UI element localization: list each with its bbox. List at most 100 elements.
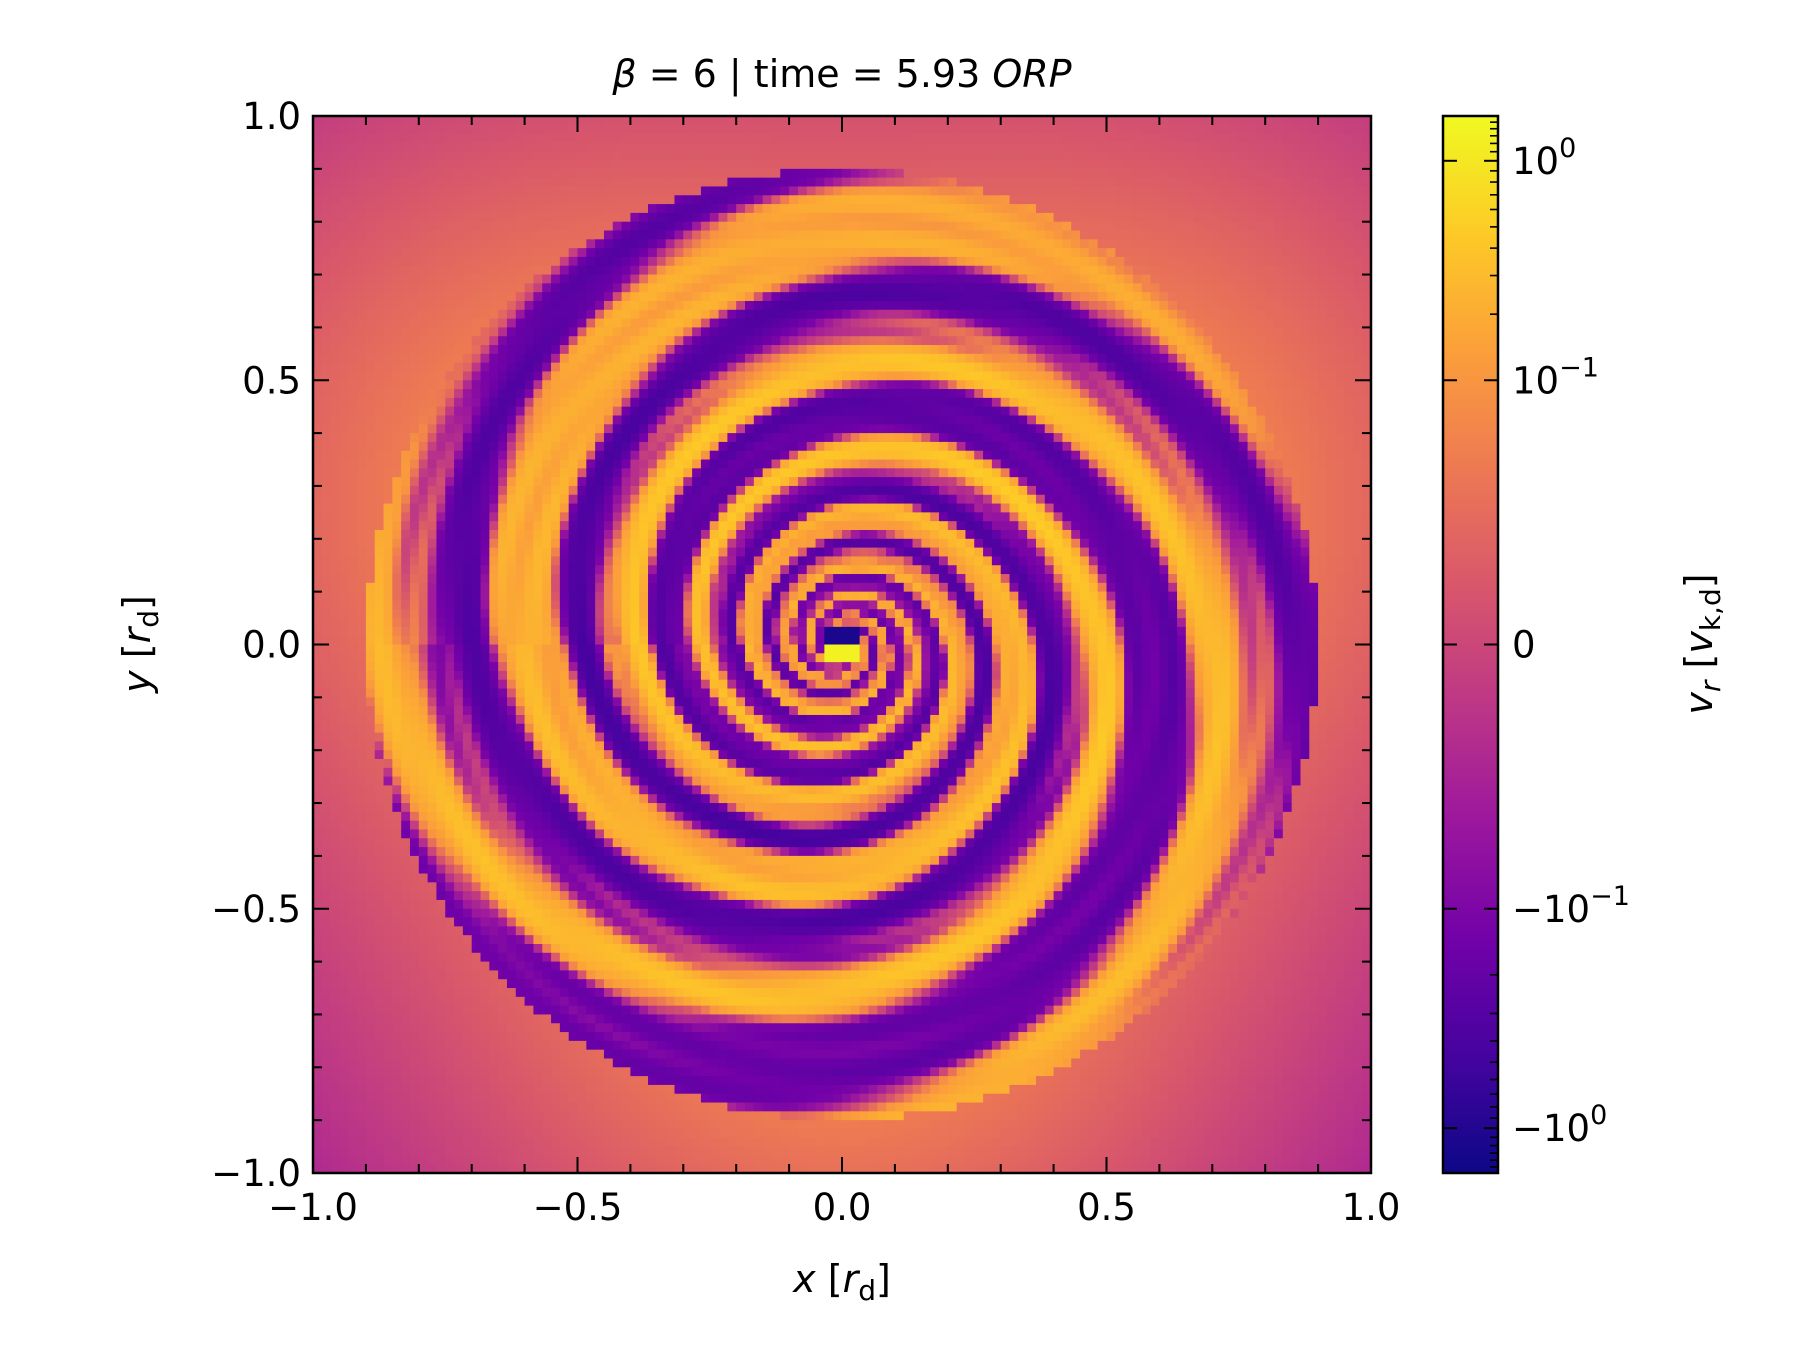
heatmap-cell <box>974 424 984 434</box>
heatmap-cell <box>930 477 940 487</box>
heatmap-cell <box>762 265 773 276</box>
heatmap-cell <box>912 212 922 223</box>
heatmap-cell <box>427 168 438 179</box>
heatmap-cell <box>956 204 967 214</box>
heatmap-cell <box>568 406 579 417</box>
heatmap-cell <box>1080 283 1090 293</box>
heatmap-cell <box>1229 177 1240 188</box>
heatmap-cell <box>313 239 323 249</box>
heatmap-cell <box>1238 274 1249 284</box>
heatmap-cell <box>797 160 808 170</box>
heatmap-cell <box>392 371 402 381</box>
heatmap-cell <box>1256 124 1266 135</box>
heatmap-cell <box>1115 380 1125 390</box>
heatmap-cell <box>1115 327 1125 337</box>
heatmap-cell <box>418 362 429 373</box>
heatmap-cell <box>789 212 799 223</box>
heatmap-cell <box>903 353 914 364</box>
heatmap-cell <box>806 292 817 302</box>
heatmap-cell <box>1132 195 1143 205</box>
heatmap-cell <box>789 441 799 452</box>
heatmap-cell <box>789 195 799 205</box>
heatmap-cell <box>1353 133 1363 144</box>
heatmap-cell <box>974 318 984 328</box>
heatmap-cell <box>1309 265 1319 276</box>
heatmap-cell <box>736 124 746 135</box>
heatmap-cell <box>462 371 473 381</box>
heatmap-cell <box>947 221 958 232</box>
heatmap-cell <box>621 195 631 205</box>
heatmap-cell <box>1344 133 1354 144</box>
heatmap-cell <box>515 212 526 223</box>
heatmap-cell <box>1097 397 1108 408</box>
heatmap-cell <box>833 133 843 144</box>
heatmap-cell <box>524 424 535 434</box>
heatmap-cell <box>727 248 737 258</box>
heatmap-cell <box>392 212 402 223</box>
heatmap-cell <box>551 353 561 364</box>
heatmap-cell <box>947 283 958 293</box>
heatmap-cell <box>568 239 579 249</box>
heatmap-cell <box>886 124 896 135</box>
heatmap-cell <box>506 151 517 161</box>
heatmap-cell <box>1335 230 1346 240</box>
heatmap-cell <box>612 362 623 373</box>
heatmap-cell <box>833 142 843 152</box>
heatmap-cell <box>947 230 958 240</box>
heatmap-cell <box>1035 186 1046 196</box>
heatmap-cell <box>1088 212 1099 223</box>
heatmap-cell <box>1247 406 1257 417</box>
heatmap-cell <box>868 353 878 364</box>
heatmap-cell <box>903 248 914 258</box>
heatmap-cell <box>1044 459 1055 469</box>
heatmap-cell <box>630 389 640 399</box>
heatmap-cell <box>1000 142 1011 152</box>
heatmap-cell <box>1159 406 1169 417</box>
heatmap-cell <box>1282 336 1293 346</box>
heatmap-cell <box>595 124 605 135</box>
heatmap-cell <box>1018 433 1028 443</box>
heatmap-cell <box>894 371 905 381</box>
heatmap-cell <box>401 345 411 355</box>
heatmap-cell <box>648 371 658 381</box>
heatmap-cell <box>1027 415 1037 425</box>
heatmap-cell <box>947 362 958 373</box>
heatmap-cell <box>771 274 781 284</box>
heatmap-cell <box>1212 133 1222 144</box>
heatmap-cell <box>947 248 958 258</box>
heatmap-cell <box>630 186 640 196</box>
heatmap-cell <box>1229 221 1240 232</box>
heatmap-cell <box>568 441 579 452</box>
heatmap-cell <box>1071 327 1081 337</box>
heatmap-cell <box>1229 230 1240 240</box>
heatmap-cell <box>630 300 640 311</box>
heatmap-cell <box>1326 239 1337 249</box>
heatmap-cell <box>603 116 614 126</box>
heatmap-cell <box>603 415 614 425</box>
heatmap-cell <box>789 142 799 152</box>
heatmap-cell <box>1335 274 1346 284</box>
heatmap-cell <box>1247 450 1257 461</box>
heatmap-cell <box>1106 230 1116 240</box>
heatmap-cell <box>947 256 958 267</box>
heatmap-cell <box>1044 406 1055 417</box>
heatmap-cell <box>612 309 623 320</box>
heatmap-cell <box>498 283 508 293</box>
heatmap-cell <box>409 186 420 196</box>
heatmap-cell <box>1168 230 1178 240</box>
heatmap-cell <box>603 441 614 452</box>
heatmap-cell <box>1097 353 1108 364</box>
heatmap-cell <box>489 204 499 214</box>
heatmap-cell <box>815 459 825 469</box>
heatmap-cell <box>1132 292 1143 302</box>
heatmap-cell <box>780 327 790 337</box>
heatmap-cell <box>1080 362 1090 373</box>
heatmap-cell <box>683 415 693 425</box>
heatmap-cell <box>1194 265 1205 276</box>
heatmap-cell <box>471 204 482 214</box>
heatmap-cell <box>806 406 817 417</box>
heatmap-cell <box>1009 353 1019 364</box>
heatmap-cell <box>454 168 464 179</box>
heatmap-cell <box>1035 380 1046 390</box>
heatmap-cell <box>1027 160 1037 170</box>
